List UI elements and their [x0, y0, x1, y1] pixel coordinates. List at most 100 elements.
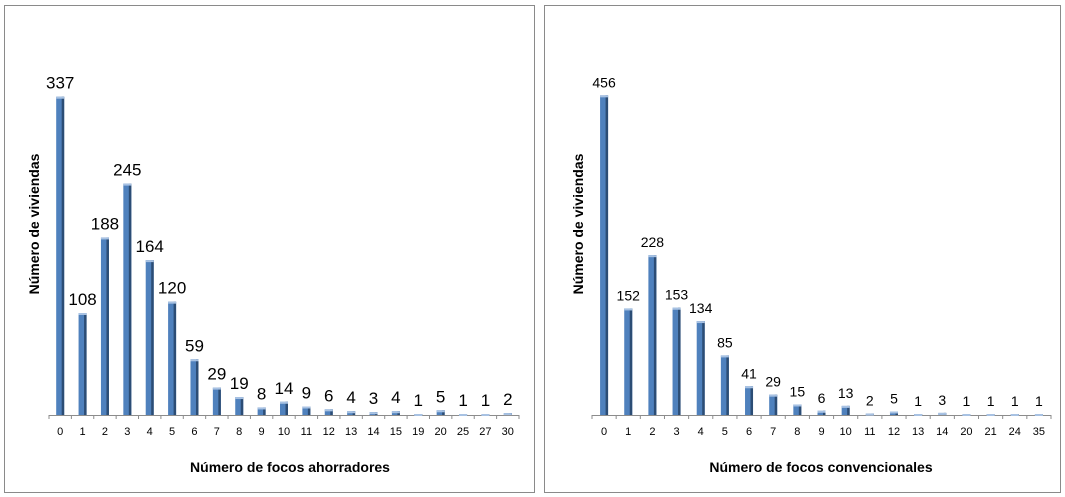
- bar: [624, 308, 633, 415]
- bar: [672, 307, 681, 415]
- bar-cap: [212, 387, 221, 390]
- data-label: 164: [136, 237, 164, 256]
- bar-cap: [1010, 414, 1019, 416]
- x-tick-label: 7: [770, 426, 776, 438]
- bar-shade: [263, 407, 266, 415]
- bar-cap: [347, 411, 356, 414]
- x-tick-label: 12: [323, 426, 335, 438]
- bar-cap: [481, 414, 490, 416]
- data-label: 59: [185, 336, 204, 355]
- data-label: 3: [369, 389, 378, 408]
- y-axis-title: Número de viviendas: [26, 153, 42, 294]
- bar-cap: [745, 386, 754, 389]
- bar: [123, 183, 132, 415]
- bar-shade: [798, 404, 802, 415]
- bar: [600, 95, 609, 416]
- chart-focos-ahorradores: 3370108118822453164412055962971988914109…: [26, 74, 520, 475]
- x-tick-label: 25: [457, 426, 469, 438]
- bar: [720, 355, 729, 415]
- bar: [648, 255, 657, 415]
- bar-shade: [442, 410, 445, 415]
- bar-cap: [190, 359, 199, 362]
- data-label: 19: [230, 374, 249, 393]
- x-tick-label: 2: [102, 426, 108, 438]
- x-tick-label: 14: [936, 426, 948, 438]
- bar-shade: [84, 313, 87, 415]
- data-label: 8: [257, 384, 266, 403]
- bar-cap: [672, 307, 681, 310]
- x-tick-label: 20: [960, 426, 972, 438]
- bar-cap: [436, 410, 445, 413]
- x-tick-label: 35: [1033, 426, 1045, 438]
- bar: [257, 407, 266, 415]
- bar-shade: [605, 95, 609, 416]
- bar-shade: [218, 387, 221, 415]
- data-label: 3: [938, 392, 946, 408]
- x-axis-title: Número de focos convencionales: [709, 459, 932, 475]
- bar-cap: [696, 321, 705, 324]
- data-label: 1: [987, 393, 995, 409]
- bar-cap: [459, 414, 468, 416]
- data-label: 1: [1035, 393, 1043, 409]
- data-label: 228: [641, 234, 665, 250]
- bar-cap: [168, 301, 177, 304]
- bar-shade: [151, 260, 154, 415]
- x-tick-label: 10: [278, 426, 290, 438]
- data-label: 120: [158, 279, 186, 298]
- bar-cap: [78, 313, 87, 315]
- bar-shade: [285, 401, 288, 415]
- x-tick-label: 14: [367, 426, 379, 438]
- x-tick-label: 3: [124, 426, 130, 438]
- x-tick-label: 21: [984, 426, 996, 438]
- bar-cap: [841, 405, 850, 408]
- bar-shade: [240, 397, 244, 415]
- bar-cap: [302, 406, 311, 409]
- x-tick-label: 4: [147, 426, 153, 438]
- bar-cap: [369, 412, 378, 415]
- x-tick-label: 7: [214, 426, 220, 438]
- chart-panel-focos-convencionales: 456 0 152 1 228 2 153 3 134 4 85 5 41 6 29 7 15 8 6 9 13 10 2 1…: [544, 5, 1061, 493]
- bar-shade: [629, 308, 633, 415]
- bar: [793, 404, 802, 415]
- bar-shade: [330, 409, 333, 415]
- x-tick-label: 10: [840, 426, 852, 438]
- bar-cap: [817, 410, 826, 413]
- x-tick-label: 3: [673, 426, 679, 438]
- data-label: 1: [963, 393, 971, 409]
- x-tick-label: 2: [649, 426, 655, 438]
- bar-shade: [61, 96, 65, 415]
- bar-shade: [173, 301, 177, 415]
- bar-cap: [962, 414, 971, 416]
- data-label: 456: [592, 74, 616, 90]
- x-tick-label: 6: [746, 426, 752, 438]
- x-tick-label: 27: [479, 426, 491, 438]
- bar-shade: [128, 183, 132, 415]
- data-label: 134: [689, 300, 713, 316]
- bar: [745, 386, 754, 415]
- chart-panel-focos-ahorradores: 337 0 108 1 188 2 245 3 164 4 120 5 59 6 29 7 19 8 8 9 14 10 9…: [4, 5, 535, 493]
- bar: [324, 409, 333, 415]
- x-tick-label: 13: [912, 426, 924, 438]
- bar-cap: [503, 413, 512, 416]
- x-tick-label: 0: [57, 426, 63, 438]
- bar-cap: [648, 255, 657, 258]
- data-label: 1: [1011, 393, 1019, 409]
- data-label: 1: [481, 391, 490, 410]
- bar: [436, 410, 445, 415]
- data-label: 1: [414, 391, 423, 410]
- bar: [817, 410, 826, 415]
- data-label: 108: [68, 290, 96, 309]
- x-tick-label: 1: [80, 426, 86, 438]
- bar: [302, 406, 311, 415]
- data-label: 6: [818, 390, 826, 406]
- bar-cap: [793, 404, 802, 407]
- data-label: 2: [866, 393, 874, 409]
- bar-cap: [769, 394, 778, 397]
- data-label: 2: [503, 390, 512, 409]
- bar: [100, 237, 109, 415]
- data-label: 1: [458, 391, 467, 410]
- bar-shade: [307, 406, 311, 415]
- bar: [696, 321, 705, 415]
- x-tick-label: 9: [818, 426, 824, 438]
- bar-shade: [823, 410, 826, 415]
